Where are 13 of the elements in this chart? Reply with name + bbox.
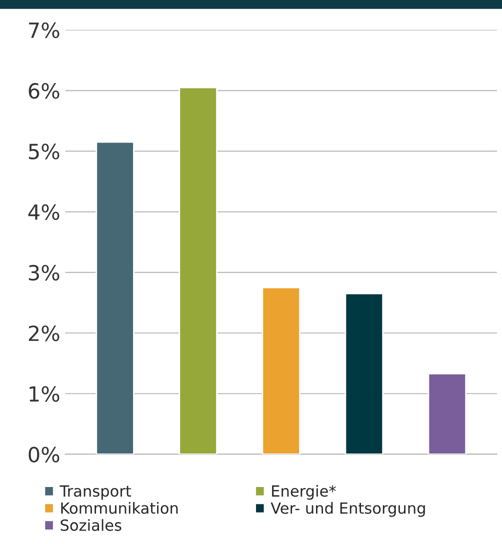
y-tick-label: 6% — [28, 82, 60, 99]
legend-label: Soziales — [60, 519, 122, 531]
legend-label: Energie* — [272, 484, 336, 500]
y-tick-label: 4% — [28, 204, 60, 220]
legend-label: Ver- und Entsorgung — [270, 502, 425, 517]
legend-label: Kommunikation — [61, 502, 178, 514]
y-tick-label: 3% — [28, 264, 60, 281]
y-tick-label: 1% — [30, 386, 60, 402]
y-tick-label: 0% — [28, 446, 60, 462]
legend-label: Transport — [60, 485, 132, 500]
y-tick-label: 7% — [29, 22, 60, 38]
y-tick-label: 5% — [28, 144, 60, 160]
y-tick-label: 2% — [28, 325, 60, 342]
